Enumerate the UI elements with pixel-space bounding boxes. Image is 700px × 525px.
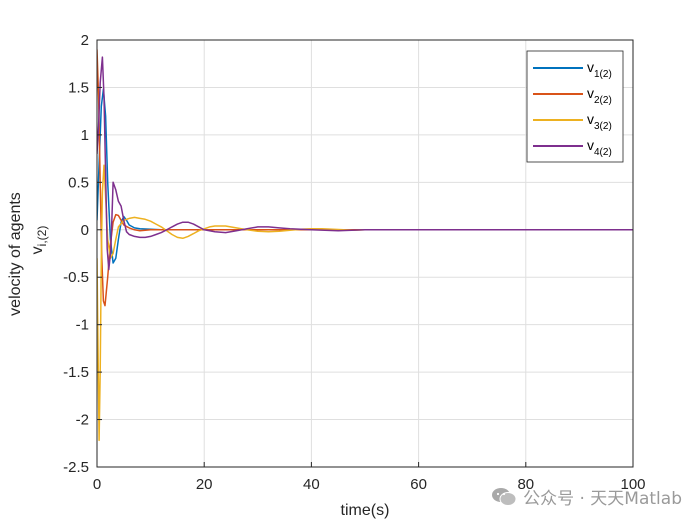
y-tick-label: 1.5 xyxy=(68,79,89,96)
watermark-text: 公众号 · 天天Matlab xyxy=(523,489,682,509)
y-tick-label: -0.5 xyxy=(63,269,89,286)
grid xyxy=(96,39,634,468)
y-tick-label: -1 xyxy=(76,317,89,334)
legend-label-2: v2(2) xyxy=(587,85,612,106)
legend-box xyxy=(526,50,624,163)
x-tick-label: 40 xyxy=(303,476,320,493)
legend-label-1: v1(2) xyxy=(587,59,612,80)
x-tick-label: 20 xyxy=(196,476,213,493)
legend: v1(2) v2(2) v3(2) v4(2) xyxy=(526,50,624,163)
y-ticks: -2.5 -2 -1.5 -1 -0.5 0 0.5 1 1.5 2 xyxy=(63,32,102,476)
watermark: 公众号 · 天天Matlab xyxy=(491,484,682,509)
legend-label-4: v4(2) xyxy=(587,137,612,158)
x-ticks: 0 20 40 60 80 100 xyxy=(93,462,646,493)
x-tick-label: 80 xyxy=(517,476,534,493)
y-tick-label: 1 xyxy=(81,127,89,144)
y-tick-label: -2 xyxy=(76,412,89,429)
plot-border xyxy=(96,39,634,468)
series-layer xyxy=(97,49,633,442)
series-line-4 xyxy=(97,56,633,271)
x-tick-label: 60 xyxy=(410,476,427,493)
y-axis-label: velocity of agents xyxy=(7,192,24,316)
x-tick-label: 100 xyxy=(620,476,645,493)
y-tick-label: -2.5 xyxy=(63,459,89,476)
y-tick-label: -1.5 xyxy=(63,364,89,381)
y-tick-label: 2 xyxy=(81,32,89,49)
series-line-2 xyxy=(97,49,633,307)
x-axis-label: time(s) xyxy=(341,502,390,519)
y-axis-sublabel: vi,(2) xyxy=(29,226,49,255)
y-tick-label: 0 xyxy=(81,222,89,239)
legend-label-3: v3(2) xyxy=(587,111,612,132)
x-tick-label: 0 xyxy=(93,476,101,493)
y-tick-label: 0.5 xyxy=(68,174,89,191)
wechat-icon xyxy=(492,487,517,506)
